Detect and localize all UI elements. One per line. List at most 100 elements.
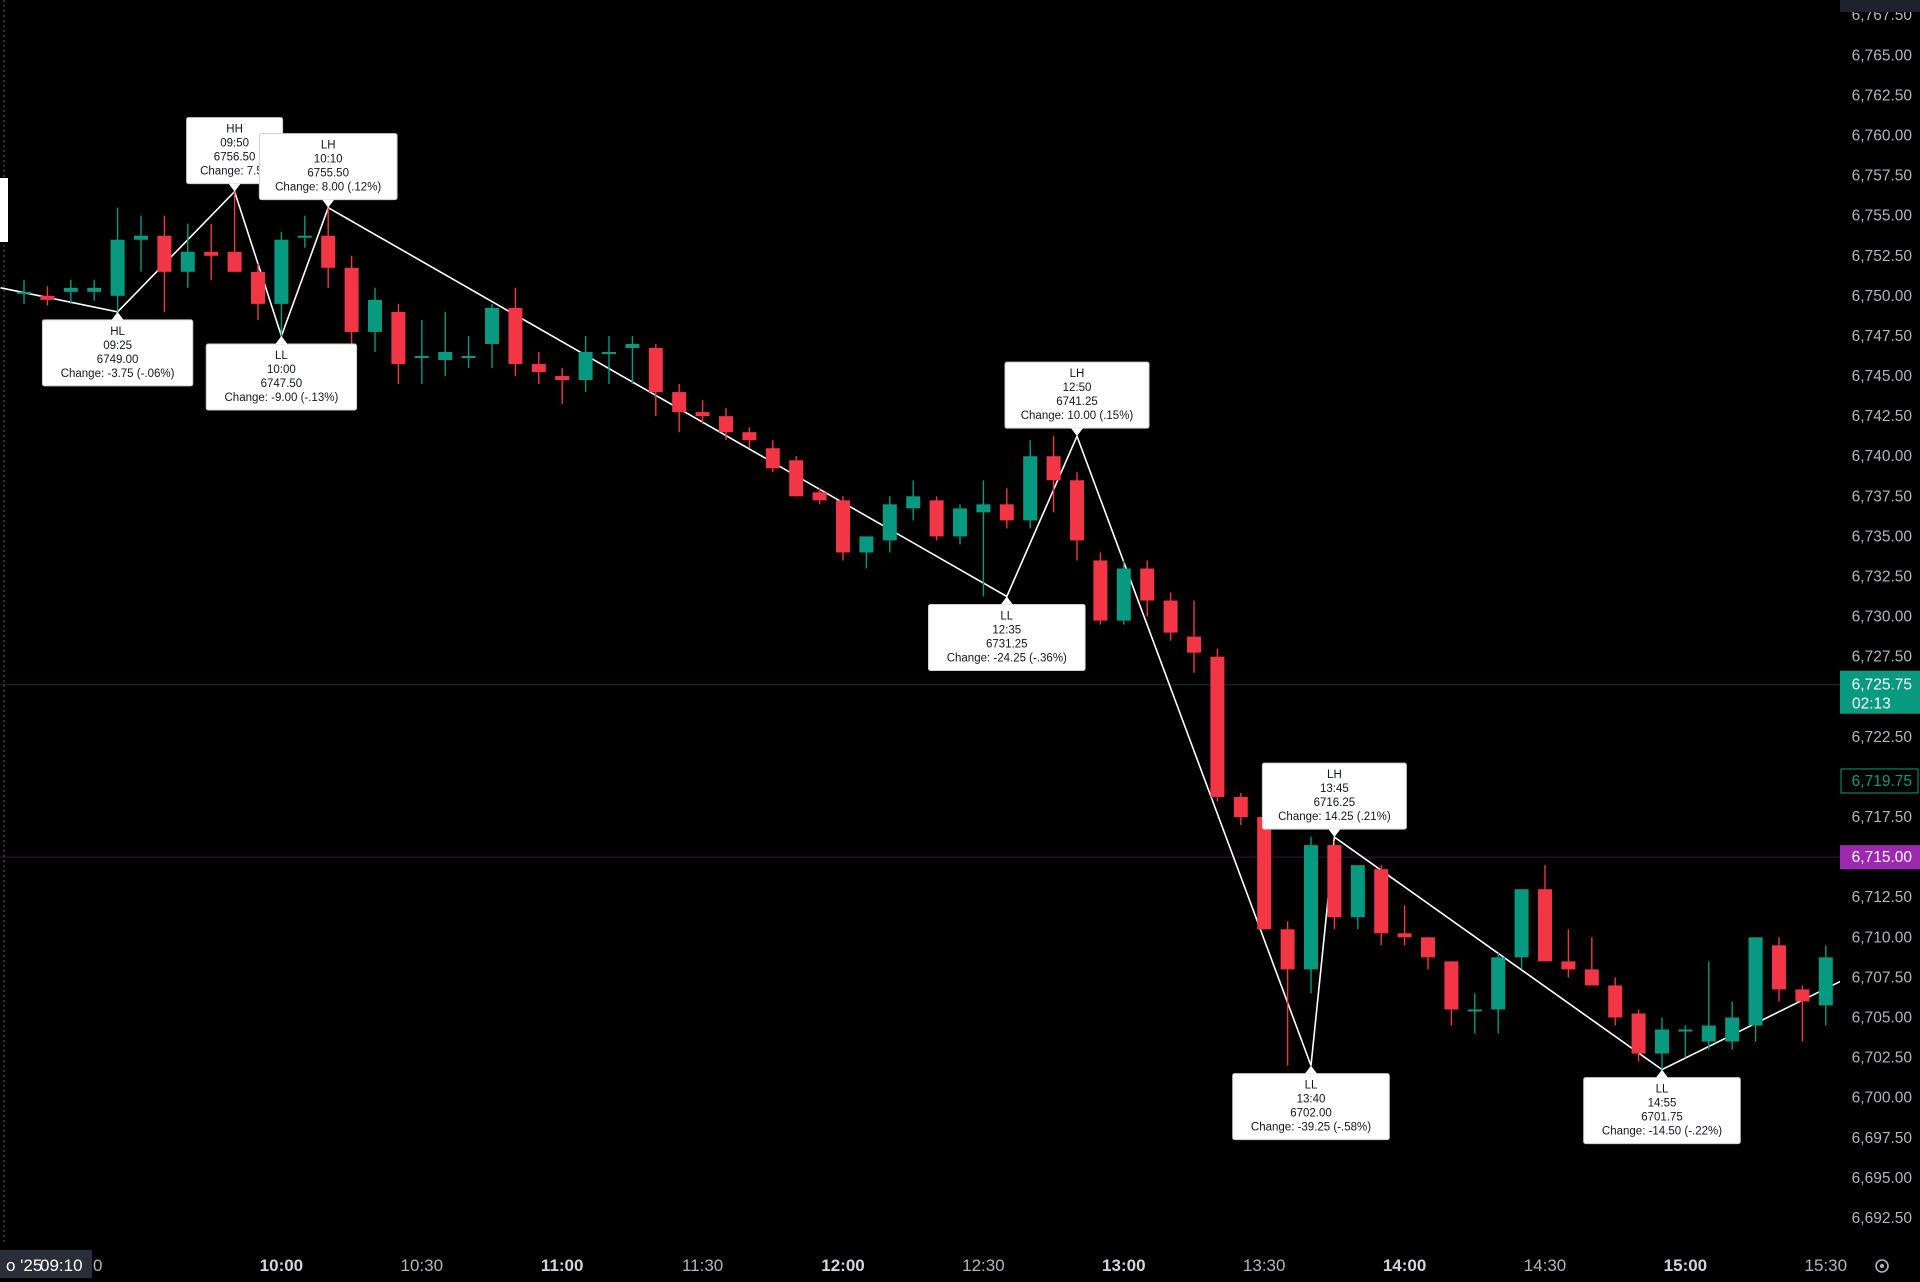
candle[interactable] xyxy=(953,504,967,545)
candle[interactable] xyxy=(1163,592,1178,641)
candle-body xyxy=(859,536,874,553)
candle[interactable] xyxy=(1655,1017,1669,1070)
price-axis[interactable]: 6,692.50 6,695.00 6,697.50 6,700.00 6,702.50… xyxy=(1840,0,1920,1244)
time-axis[interactable]: 10:00 10:30 11:00 11:30 12:00 12:30 13:00 13:30… xyxy=(0,1244,1920,1282)
candle[interactable] xyxy=(999,488,1014,529)
candle[interactable] xyxy=(508,287,523,377)
candle[interactable] xyxy=(1584,937,1599,986)
candle[interactable] xyxy=(1023,440,1038,529)
candle[interactable] xyxy=(906,480,921,521)
time-tick-label: 11:00 xyxy=(541,1256,584,1275)
candle[interactable] xyxy=(859,536,874,569)
candle[interactable] xyxy=(648,343,663,417)
candle[interactable] xyxy=(1116,560,1131,625)
candle[interactable] xyxy=(1421,937,1435,970)
candle[interactable] xyxy=(695,400,710,425)
candle[interactable] xyxy=(929,496,944,541)
candle[interactable] xyxy=(836,496,850,561)
candle[interactable] xyxy=(1491,953,1506,1034)
candle[interactable] xyxy=(555,368,570,405)
candle[interactable] xyxy=(110,207,125,312)
candle[interactable] xyxy=(1093,552,1108,625)
candle[interactable] xyxy=(1678,1025,1693,1058)
candle[interactable] xyxy=(1187,600,1201,673)
candle-body xyxy=(17,291,31,294)
candle[interactable] xyxy=(1327,841,1342,930)
candle-body xyxy=(414,356,429,359)
candle[interactable] xyxy=(63,279,78,304)
candle[interactable] xyxy=(1046,436,1061,513)
candle[interactable] xyxy=(414,319,429,385)
pivot-change: Change: -3.75 (-.06%) xyxy=(61,368,175,380)
time-tick-label: 12:30 xyxy=(962,1256,1005,1275)
candle[interactable] xyxy=(157,215,172,312)
candle[interactable] xyxy=(672,384,687,433)
candle[interactable] xyxy=(368,287,382,352)
candle[interactable] xyxy=(531,351,546,385)
gear-icon[interactable] xyxy=(1875,1259,1889,1273)
candle[interactable] xyxy=(1561,929,1576,978)
candle[interactable] xyxy=(742,427,757,449)
candle[interactable] xyxy=(40,286,55,306)
candle[interactable] xyxy=(1374,865,1389,946)
candle[interactable] xyxy=(1701,961,1716,1050)
candle[interactable] xyxy=(391,303,406,385)
candle[interactable] xyxy=(227,191,242,272)
candle[interactable] xyxy=(1210,648,1225,802)
candle-body xyxy=(1561,961,1576,970)
candle[interactable] xyxy=(1444,961,1459,1026)
candle[interactable] xyxy=(1772,937,1786,1002)
candle[interactable] xyxy=(461,335,476,369)
candle[interactable] xyxy=(602,335,616,385)
candle[interactable] xyxy=(1280,921,1295,1066)
candle[interactable] xyxy=(274,231,289,336)
candle[interactable] xyxy=(1467,993,1482,1034)
candle[interactable] xyxy=(485,303,499,369)
candle[interactable] xyxy=(1070,472,1084,561)
candle[interactable] xyxy=(87,279,102,301)
candle-body xyxy=(1772,945,1786,990)
candle[interactable] xyxy=(204,223,219,280)
candle[interactable] xyxy=(438,311,453,377)
candle[interactable] xyxy=(1304,837,1318,994)
candle[interactable] xyxy=(1608,977,1623,1026)
candle[interactable] xyxy=(719,408,733,441)
candle[interactable] xyxy=(344,255,359,348)
candles[interactable] xyxy=(17,191,1920,1070)
candle[interactable] xyxy=(1748,937,1763,1042)
candle[interactable] xyxy=(1140,560,1155,617)
candle[interactable] xyxy=(625,335,640,385)
candle[interactable] xyxy=(297,215,312,248)
candle[interactable] xyxy=(812,488,827,505)
candle[interactable] xyxy=(1818,945,1833,1026)
candle[interactable] xyxy=(1397,905,1412,946)
price-tick-label: 6,737.50 xyxy=(1852,488,1913,505)
candle[interactable] xyxy=(578,335,593,393)
candle[interactable] xyxy=(321,207,336,288)
candle[interactable] xyxy=(1514,889,1529,970)
time-tick-label: 10:30 xyxy=(401,1256,444,1275)
pivot-callouts: HL 09:25 6749.00 Change: -3.75 (-.06%) HH 09:… xyxy=(0,117,1741,1145)
candle[interactable] xyxy=(1233,792,1248,826)
candle[interactable] xyxy=(1631,1009,1646,1062)
candle[interactable] xyxy=(180,223,195,288)
candle-body xyxy=(1631,1013,1646,1054)
pivot-time: 13:45 xyxy=(1320,783,1349,795)
candle[interactable] xyxy=(1538,865,1552,962)
candle[interactable] xyxy=(789,456,804,497)
price-tick-label: 6,710.00 xyxy=(1852,929,1913,946)
candle[interactable] xyxy=(882,496,897,553)
candle[interactable] xyxy=(134,215,148,272)
offscreen-callout-edge xyxy=(0,178,8,242)
candle[interactable] xyxy=(17,279,31,304)
candle-body xyxy=(1608,985,1623,1018)
candle[interactable] xyxy=(1350,865,1365,930)
candle[interactable] xyxy=(976,480,991,597)
callout-pointer xyxy=(1305,1065,1317,1074)
candle[interactable] xyxy=(1795,985,1810,1042)
candle-body xyxy=(836,500,850,553)
candle[interactable] xyxy=(251,263,265,320)
candle[interactable] xyxy=(1725,1001,1740,1050)
candle[interactable] xyxy=(765,440,780,473)
